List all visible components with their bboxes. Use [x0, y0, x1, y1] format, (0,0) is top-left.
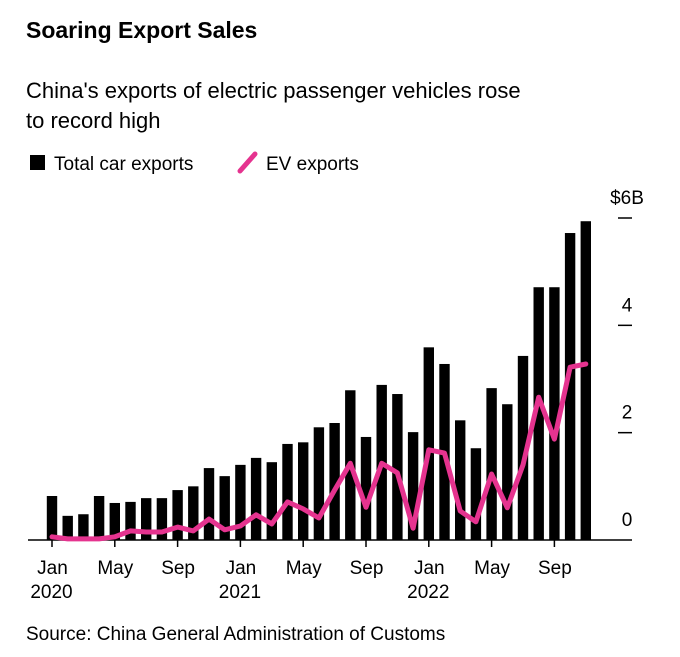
x-tick-label: Jan	[226, 558, 257, 579]
chart-subtitle: China's exports of electric passenger ve…	[26, 78, 521, 103]
bar	[266, 462, 277, 540]
source: Source: China General Administration of …	[26, 624, 445, 645]
bar	[360, 436, 372, 540]
x-tick-label: May	[286, 558, 322, 579]
bar	[392, 394, 403, 540]
bar	[423, 347, 434, 540]
bar	[235, 464, 246, 540]
bar	[282, 443, 293, 540]
x-tick-label: Sep	[538, 558, 572, 579]
bar	[470, 448, 482, 540]
x-tick-label: May	[97, 558, 133, 579]
bar	[407, 432, 419, 540]
chart-title: Soaring Export Sales	[26, 17, 257, 43]
legend-label: Total car exports	[54, 154, 193, 175]
bar	[455, 420, 466, 540]
bar	[109, 502, 120, 540]
line	[49, 361, 589, 542]
x-year-label: 2022	[407, 582, 449, 603]
legend-swatch	[237, 151, 258, 174]
chart-subtitle: to record high	[26, 108, 161, 133]
bar	[298, 442, 309, 540]
y-tick-label: 0	[622, 510, 633, 531]
bar	[188, 486, 199, 540]
bar	[46, 495, 58, 540]
bar	[78, 514, 89, 540]
bar	[219, 476, 230, 540]
x-year-label: 2021	[219, 582, 261, 603]
bar	[141, 498, 152, 540]
bar	[580, 221, 591, 540]
bar	[517, 355, 529, 540]
y-tick-label: 4	[622, 295, 633, 316]
legend-label: EV exports	[266, 154, 359, 175]
bar	[203, 468, 215, 540]
bar	[329, 423, 340, 540]
bar	[549, 287, 560, 540]
x-tick-label: May	[474, 558, 510, 579]
x-tick-label: Jan	[37, 558, 68, 579]
x-tick-label: Jan	[414, 558, 445, 579]
bar	[313, 427, 325, 540]
bar	[172, 490, 183, 540]
x-tick-label: Sep	[161, 558, 195, 579]
bar	[564, 233, 576, 540]
y-tick-label: 2	[622, 403, 633, 424]
bar	[250, 457, 262, 540]
x-tick-label: Sep	[350, 558, 384, 579]
bar	[502, 404, 513, 540]
bar	[156, 498, 168, 540]
bar	[125, 501, 136, 540]
bar	[62, 515, 73, 540]
bar	[486, 388, 497, 540]
bar	[93, 495, 105, 540]
y-tick-label: $6B	[610, 188, 644, 209]
legend-swatch	[30, 155, 45, 170]
x-year-label: 2020	[30, 582, 72, 603]
bar	[533, 287, 544, 540]
